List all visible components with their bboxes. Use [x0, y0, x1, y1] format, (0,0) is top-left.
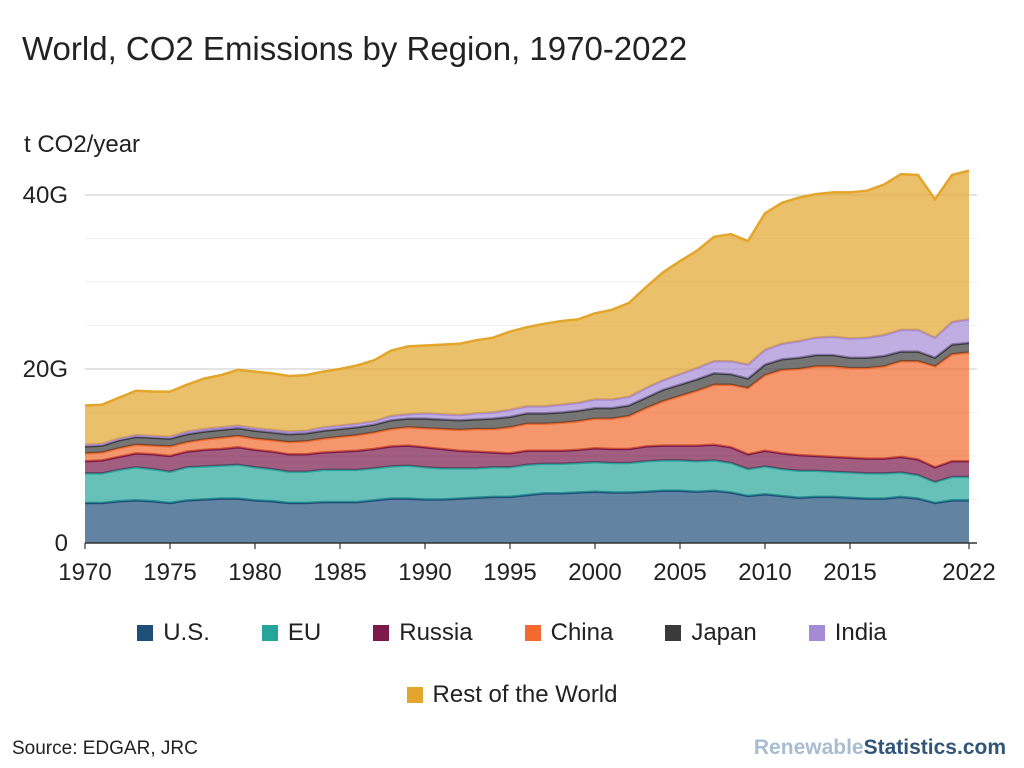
- x-axis-ticks: 1970 1975 1980 1985 1990 1995 2000 2005 2010 2015…: [58, 543, 996, 586]
- legend-label: U.S.: [163, 619, 210, 646]
- legend-label: India: [834, 619, 887, 646]
- x-tick-label: 1975: [143, 559, 196, 586]
- x-tick-label: 2010: [738, 559, 791, 586]
- legend-item-u-s: U.S.: [137, 619, 210, 647]
- legend-row: Rest of the World: [0, 676, 1024, 714]
- y-tick-label: 0: [55, 530, 68, 557]
- chart-legend: U.S. EU Russia China Japan India Rest of the W…: [0, 614, 1024, 738]
- x-tick-label: 1980: [228, 559, 281, 586]
- legend-swatch: [137, 625, 154, 641]
- area-china: [85, 352, 969, 468]
- legend-row: U.S. EU Russia China Japan India: [0, 614, 1024, 652]
- x-tick-label: 1970: [58, 559, 111, 586]
- brand-part-2: Statistics.com: [863, 736, 1006, 759]
- legend-swatch: [373, 625, 390, 641]
- legend-label: Russia: [399, 619, 473, 646]
- legend-item-india: India: [808, 619, 887, 647]
- area-russia: [85, 444, 969, 483]
- area-series: [84, 169, 970, 543]
- legend-item-japan: Japan: [665, 619, 757, 647]
- legend-swatch: [406, 687, 423, 703]
- legend-swatch: [808, 625, 825, 641]
- legend-item-china: China: [524, 619, 614, 647]
- legend-swatch: [665, 625, 682, 641]
- brand-part-1: Renewable: [753, 736, 864, 759]
- y-tick-label: 20G: [23, 356, 68, 383]
- x-tick-label: 1990: [398, 559, 451, 586]
- area-japan: [85, 342, 969, 454]
- legend-swatch: [261, 625, 278, 641]
- x-tick-label: 2022: [942, 559, 995, 586]
- y-axis-unit-label: t CO2/year: [24, 131, 141, 158]
- legend-item-rest-of-the-world: Rest of the World: [406, 681, 618, 709]
- brand-logo: RenewableStatistics.com: [754, 736, 1006, 760]
- x-tick-label: 1995: [483, 559, 536, 586]
- legend-label: Rest of the World: [432, 681, 618, 708]
- legend-label: Japan: [691, 619, 757, 646]
- line-rest-of-the-world: [84, 169, 970, 407]
- legend-label: China: [550, 619, 614, 646]
- legend-item-russia: Russia: [373, 619, 473, 647]
- legend-item-eu: EU: [261, 619, 322, 647]
- area-eu: [85, 460, 969, 503]
- legend-swatch: [524, 625, 541, 641]
- x-tick-label: 2005: [653, 559, 706, 586]
- source-note: Source: EDGAR, JRC: [12, 738, 198, 759]
- x-tick-label: 2015: [823, 559, 876, 586]
- y-axis-ticks: 0 20G 40G: [23, 182, 68, 557]
- y-tick-label: 40G: [23, 182, 68, 209]
- x-tick-label: 1985: [313, 559, 366, 586]
- stacked-area-chart: 0 20G 40G 1970 1975 1980 1985 1990 1995 2000 2005…: [23, 169, 996, 586]
- x-tick-label: 2000: [568, 559, 621, 586]
- legend-label: EU: [287, 619, 322, 646]
- chart-title: World, CO2 Emissions by Region, 1970-202…: [22, 30, 688, 67]
